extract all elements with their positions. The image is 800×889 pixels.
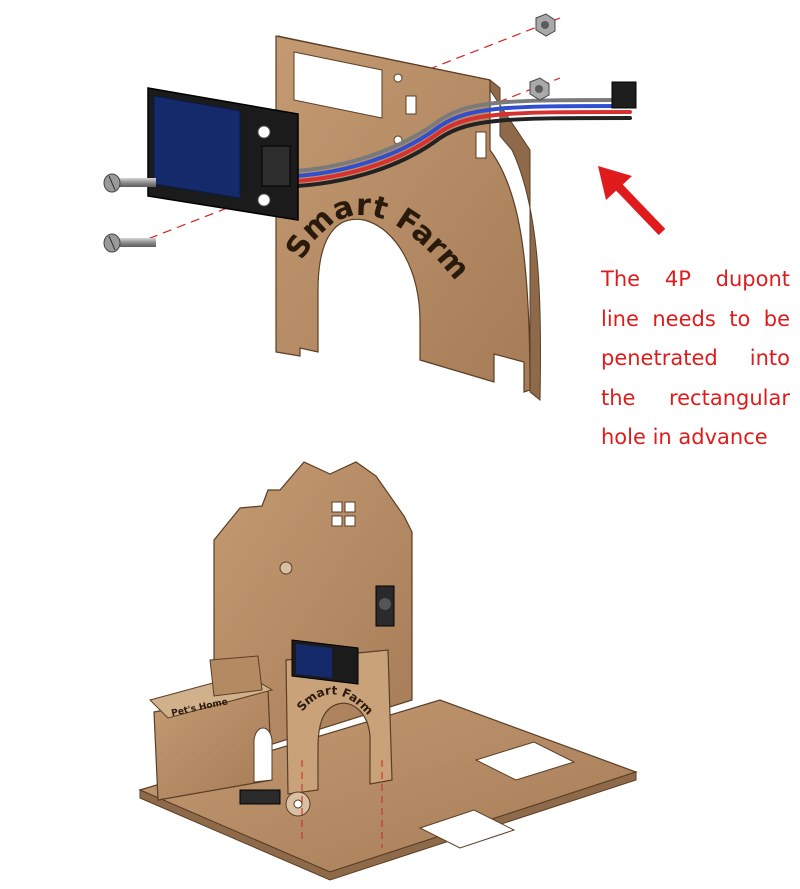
instruction-note: The 4P dupont line needs to be penetrate… (601, 267, 790, 449)
lcd-module (147, 87, 299, 221)
cable-slot (405, 95, 417, 115)
nut-icon (535, 13, 556, 37)
feeder-box (209, 655, 263, 697)
red-arrow-icon (598, 166, 666, 236)
sensor-module (375, 585, 395, 627)
lcd-module-small (291, 639, 359, 685)
pets-home: Pet's Home (149, 655, 274, 801)
mount-hole (393, 73, 403, 83)
motor-gear-icon (239, 789, 311, 817)
guide-lines-lower (301, 760, 383, 848)
nut-icon (529, 77, 550, 101)
assembled-farm: Smart Farm Pet's Home (138, 461, 638, 881)
house-window (331, 501, 356, 527)
panel-window (293, 51, 383, 119)
upper-panel-edge (277, 35, 542, 402)
mount-hole (279, 561, 293, 575)
screw-icon (103, 233, 156, 253)
dupont-cable (268, 98, 632, 189)
base-plate-edge (139, 771, 637, 881)
front-arch-panel (285, 649, 393, 795)
exploded-view: Smart Farm (103, 13, 666, 402)
plate-opening (418, 809, 516, 849)
dupont-connector (611, 81, 637, 109)
screw-icon (103, 173, 156, 193)
plate-opening (474, 741, 576, 781)
cable-slot-right (475, 131, 487, 159)
pets-home-door (253, 727, 273, 783)
